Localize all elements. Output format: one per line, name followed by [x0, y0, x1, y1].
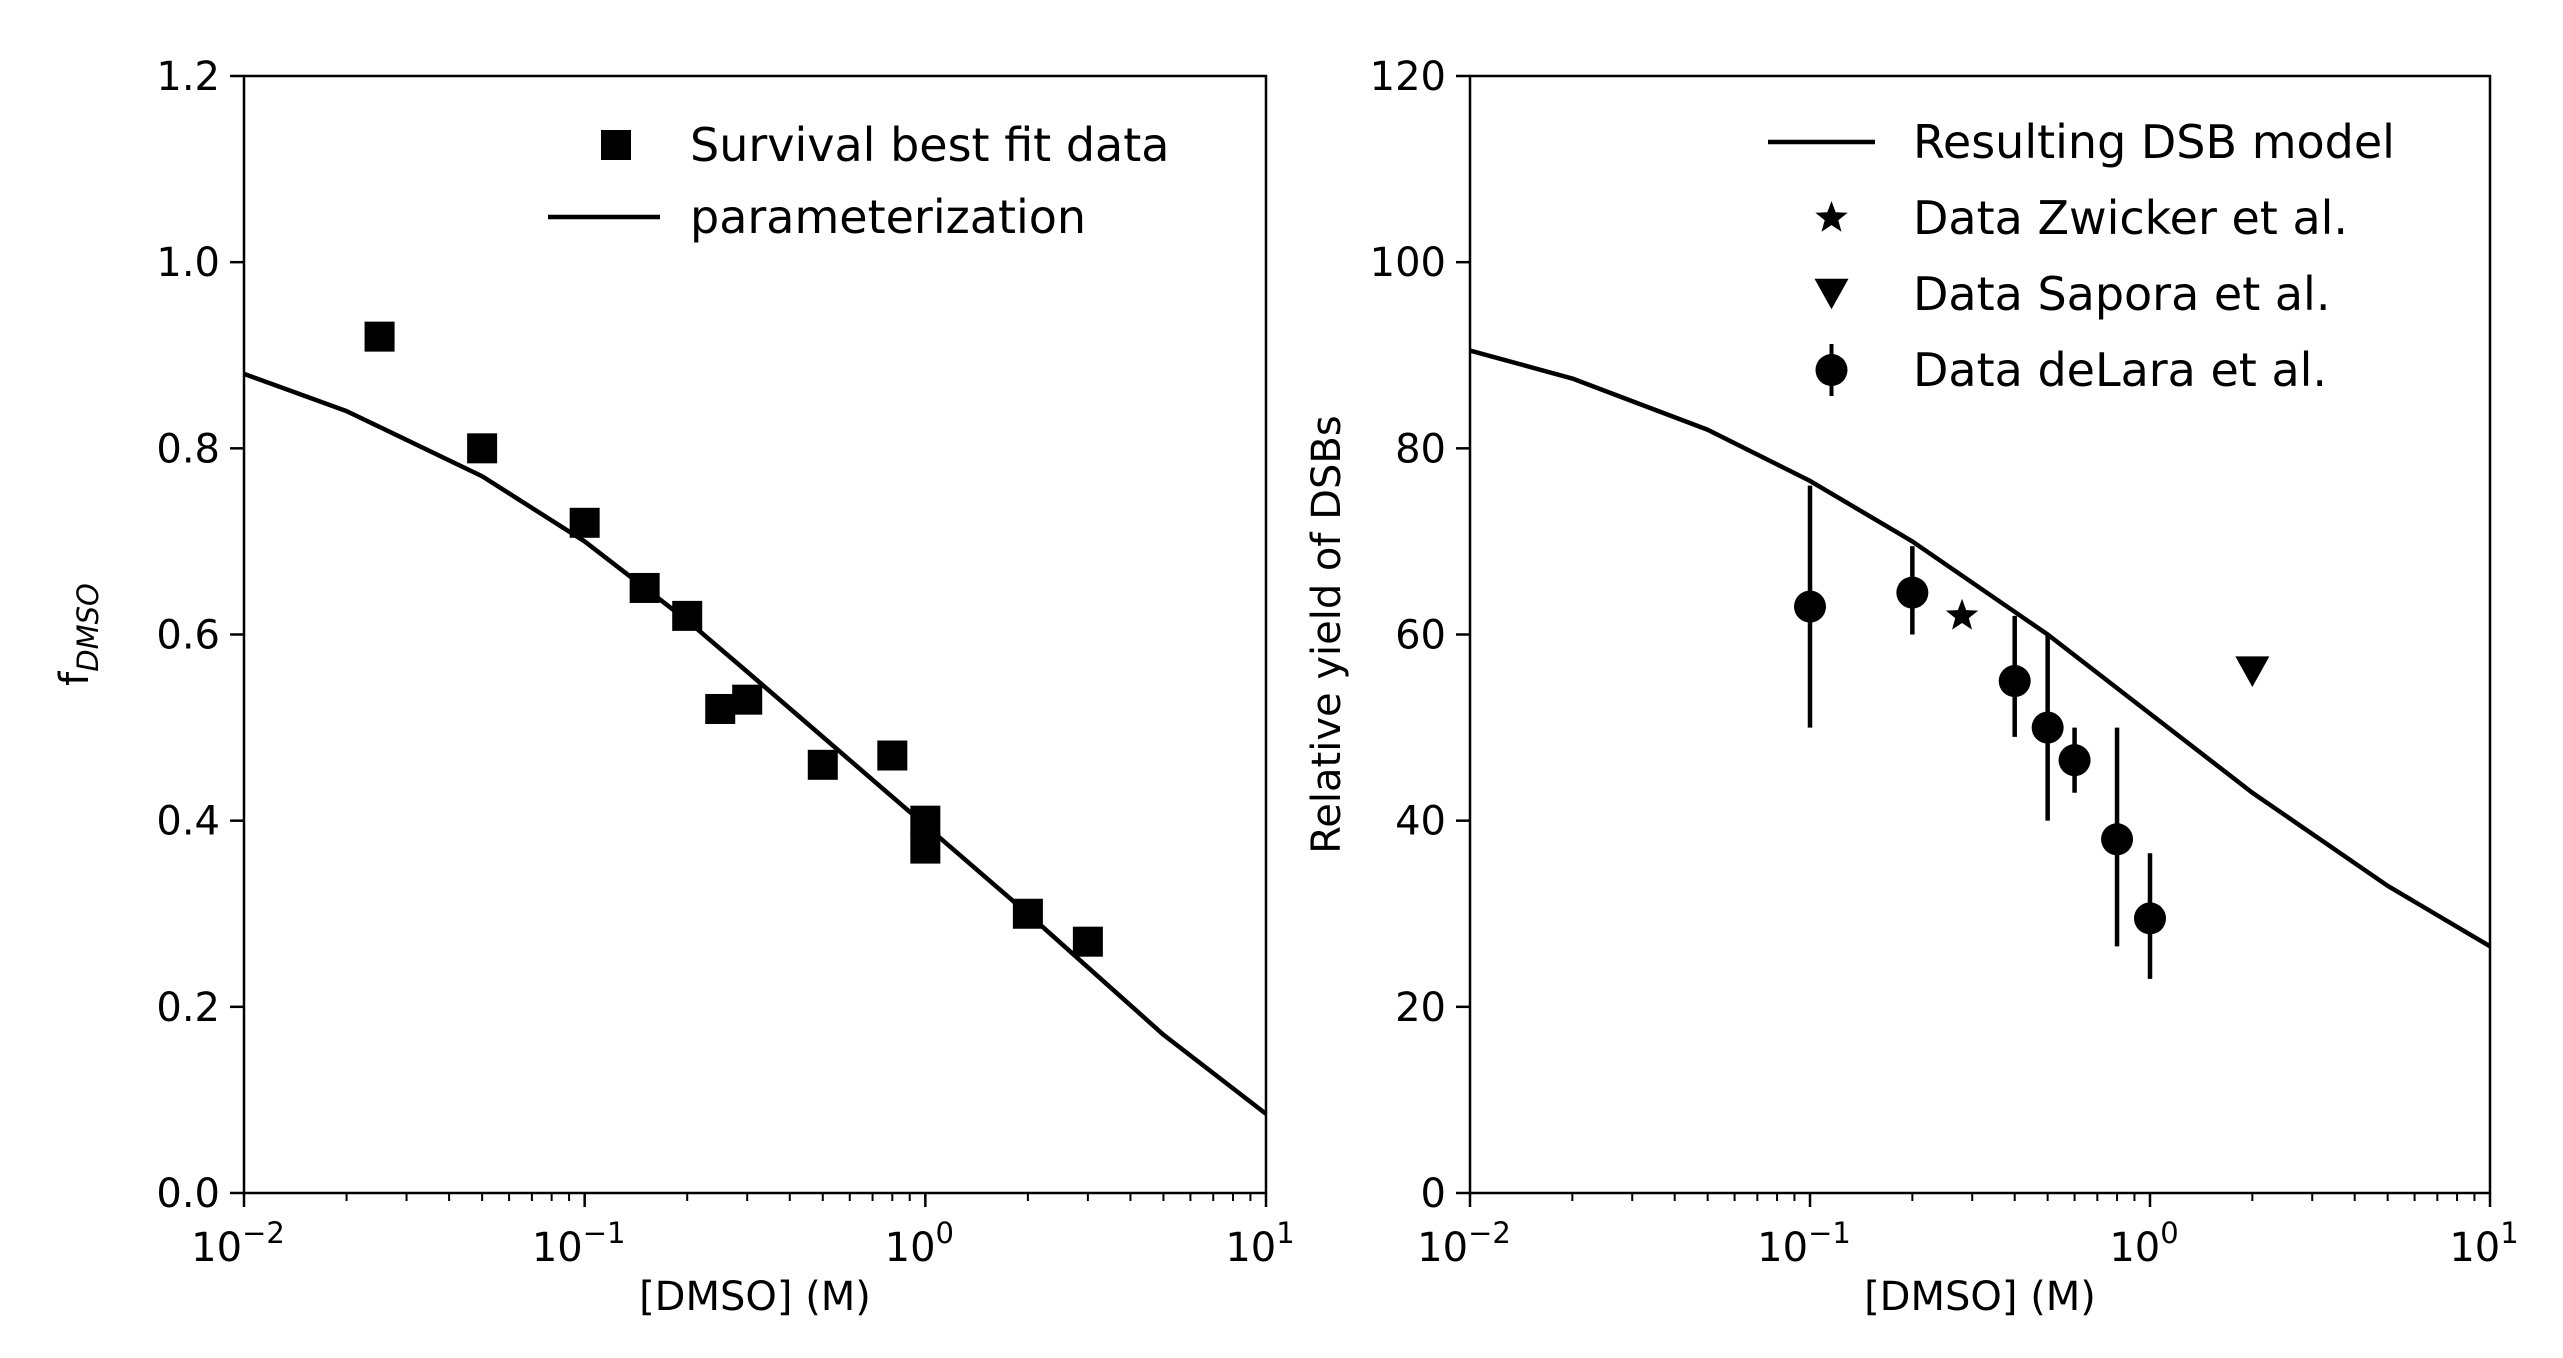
right-legend-triangle	[1814, 278, 1849, 310]
left-xtick-label: 10−2	[191, 1216, 285, 1271]
left-data-point	[807, 749, 838, 780]
left-ytick-label: 0.6	[156, 613, 220, 659]
right-legend-label: Data Zwicker et al.	[1913, 191, 2348, 245]
left-legend-label: Survival best fit data	[690, 118, 1169, 172]
right-xtick-label: 101	[2449, 1216, 2518, 1271]
left-ytick-label: 1.0	[156, 240, 220, 286]
left-data-point	[672, 600, 703, 631]
left-data-point	[569, 507, 600, 538]
left-data-point	[732, 684, 763, 715]
left-ytick-label: 0.4	[156, 799, 220, 845]
left-data-point	[629, 572, 660, 603]
right-delara-point	[1998, 665, 2031, 698]
left-data-point	[877, 740, 908, 771]
left-xtick-label: 101	[1225, 1216, 1294, 1271]
left-ytick-label: 1.2	[156, 54, 220, 100]
right-ytick-label: 20	[1395, 985, 1446, 1031]
left-xlabel: [DMSO] (M)	[639, 1274, 871, 1320]
right-legend-label: Data Sapora et al.	[1913, 267, 2330, 321]
left-parameterization-line	[243, 371, 1268, 1116]
right-xtick-label: 10−1	[1757, 1216, 1851, 1271]
right-panel: 0 20 40 60 80 100 120 10−2 10−1 100 101 [DMSO] (M) R…	[1304, 54, 2519, 1320]
left-legend-label: parameterization	[690, 190, 1086, 244]
right-legend-circle	[1815, 354, 1848, 386]
left-data-point	[1072, 926, 1103, 957]
right-legend-star	[1815, 201, 1848, 232]
left-xtick-label: 100	[885, 1216, 954, 1271]
left-legend-square	[601, 130, 631, 160]
right-ytick-label: 0	[1421, 1171, 1446, 1217]
right-ytick-label: 60	[1395, 613, 1446, 659]
right-ylabel: Relative yield of DSBs	[1304, 415, 1350, 853]
left-xtick-label: 10−1	[532, 1216, 626, 1271]
right-xtick-label: 10−2	[1417, 1216, 1511, 1271]
right-sapora-point	[2235, 656, 2270, 688]
left-ytick-label: 0.2	[156, 985, 220, 1031]
left-data-point	[467, 433, 498, 464]
left-data-point	[705, 693, 736, 724]
right-dsb-model-line	[1469, 348, 2492, 949]
right-delara-point	[1794, 590, 1826, 623]
right-ytick-label: 100	[1370, 240, 1446, 286]
right-ytick-label: 80	[1395, 426, 1446, 472]
right-ytick-label: 40	[1395, 799, 1446, 845]
right-xtick-label: 100	[2109, 1216, 2178, 1271]
right-legend-label: Resulting DSB model	[1913, 115, 2395, 169]
right-delara-point	[2134, 902, 2166, 935]
right-delara-point	[2101, 823, 2134, 856]
left-data-point	[1012, 898, 1043, 929]
left-data-point	[910, 805, 941, 836]
right-delara-point	[2031, 711, 2064, 744]
left-ylabel: fDMSO	[52, 583, 105, 686]
right-xlabel: [DMSO] (M)	[1864, 1274, 2096, 1320]
left-ytick-label: 0.0	[156, 1171, 220, 1217]
left-ytick-label: 0.8	[156, 426, 220, 472]
right-ytick-label: 120	[1370, 54, 1446, 100]
left-panel: 0.0 0.2 0.4 0.6 0.8 1.0 1.2 10−2 10−1 100 101 [DMSO…	[52, 54, 1295, 1320]
right-zwicker-point	[1945, 598, 1979, 630]
left-data-point	[364, 321, 395, 352]
right-delara-point	[2058, 744, 2091, 777]
right-legend-label: Data deLara et al.	[1913, 343, 2327, 397]
right-delara-point	[1896, 576, 1929, 609]
left-data-point	[910, 833, 941, 864]
